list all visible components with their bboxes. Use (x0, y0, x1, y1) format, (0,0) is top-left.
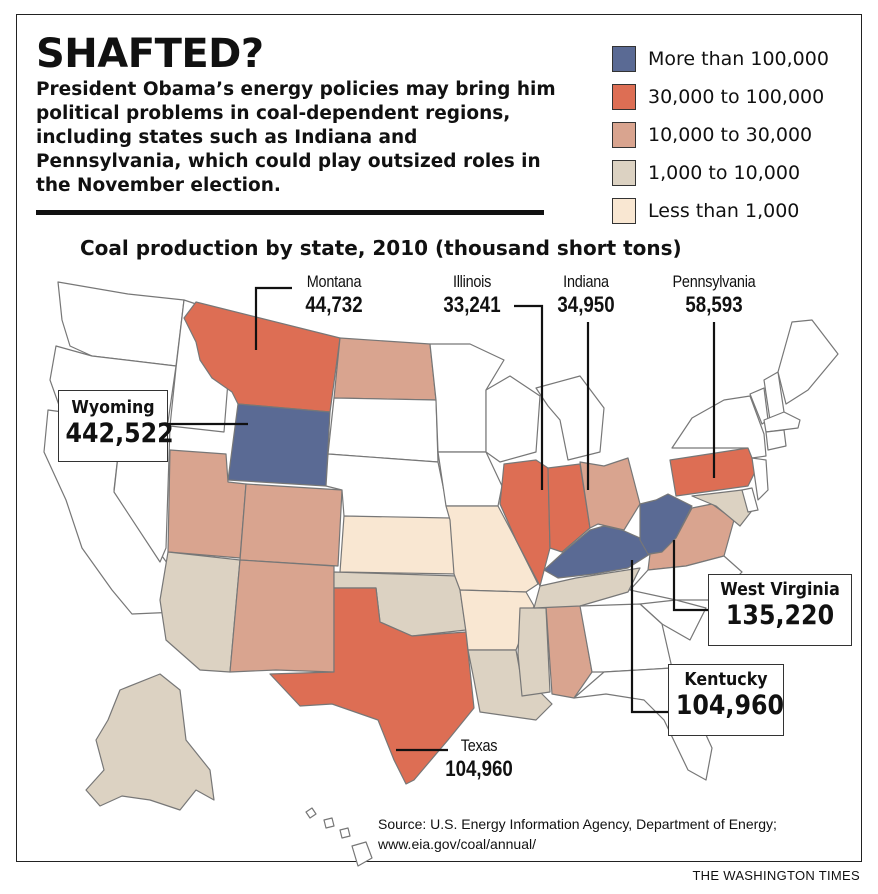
source-line-2: www.eia.gov/coal/annual/ (378, 836, 536, 852)
state-maryland (691, 489, 755, 527)
callout-name: Wyoming (71, 397, 155, 418)
state-new-york (671, 395, 767, 459)
graphic-frame (16, 14, 862, 862)
legend-label: 1,000 to 10,000 (648, 162, 801, 184)
callout-name: Texas (460, 736, 498, 755)
legend-swatch (612, 84, 636, 110)
callout-texas: Texas 104,960 (424, 736, 534, 782)
callout-name: Kentucky (684, 669, 768, 690)
legend-swatch (612, 198, 636, 224)
dek-text: President Obama’s energy policies may br… (36, 79, 556, 196)
state-nebraska (325, 453, 451, 521)
legend-swatch (612, 122, 636, 148)
leader-montana (254, 286, 292, 350)
callout-illinois: Illinois 33,241 (424, 272, 520, 318)
state-hawaii (305, 807, 373, 867)
state-connecticut (765, 429, 787, 451)
leader-west-virginia (672, 540, 714, 612)
callout-name: West Virginia (720, 579, 840, 600)
state-mississippi (517, 607, 551, 697)
callout-value: 135,220 (725, 600, 835, 631)
callout-value: 34,950 (557, 292, 615, 317)
state-colorado (239, 483, 343, 567)
state-delaware (741, 487, 759, 513)
headline-rule (36, 210, 544, 215)
state-illinois (499, 459, 551, 587)
legend-swatch (612, 46, 636, 72)
state-tennessee (533, 567, 641, 609)
state-louisiana (467, 649, 553, 721)
legend-label: Less than 1,000 (648, 200, 800, 222)
callout-box-west-virginia: West Virginia 135,220 (708, 574, 852, 646)
callout-montana: Montana 44,732 (274, 272, 394, 318)
legend-item-30000-to-100000: 30,000 to 100,000 (612, 78, 829, 116)
legend-item-less-than-1000: Less than 1,000 (612, 192, 829, 230)
credit-line: THE WASHINGTON TIMES (692, 868, 860, 883)
state-arizona (159, 551, 241, 673)
legend-swatch (612, 160, 636, 186)
state-iowa (437, 451, 503, 507)
legend: More than 100,000 30,000 to 100,000 10,0… (612, 40, 829, 230)
callout-value: 58,593 (685, 292, 743, 317)
source-line-1: Source: U.S. Energy Information Agency, … (378, 816, 777, 832)
state-kansas (339, 515, 459, 575)
headline: SHAFTED? (36, 31, 264, 77)
legend-label: 30,000 to 100,000 (648, 86, 825, 108)
state-texas (269, 587, 475, 785)
legend-item-10000-to-30000: 10,000 to 30,000 (612, 116, 829, 154)
callout-value: 104,960 (445, 756, 513, 781)
state-north-dakota (333, 337, 437, 401)
state-south-dakota (327, 397, 439, 463)
leader-kentucky (630, 560, 668, 714)
callout-value: 442,522 (65, 418, 174, 449)
state-maine (777, 319, 839, 405)
state-massachusetts (763, 411, 801, 433)
callout-pennsylvania: Pennsylvania 58,593 (652, 272, 776, 318)
callout-name: Indiana (563, 272, 609, 291)
state-wisconsin (485, 375, 541, 463)
state-wyoming (227, 403, 331, 487)
callout-name: Montana (306, 272, 362, 291)
leader-illinois (514, 304, 544, 490)
state-montana (183, 301, 341, 413)
state-new-jersey (751, 457, 769, 501)
legend-item-1000-to-10000: 1,000 to 10,000 (612, 154, 829, 192)
state-indiana (547, 463, 591, 553)
legend-item-more-than-100000: More than 100,000 (612, 40, 829, 78)
callout-box-kentucky: Kentucky 104,960 (668, 664, 784, 736)
state-new-mexico (229, 559, 335, 673)
legend-label: 10,000 to 30,000 (648, 124, 813, 146)
legend-label: More than 100,000 (648, 48, 829, 70)
callout-value: 104,960 (675, 690, 785, 721)
callout-name: Illinois (452, 272, 492, 291)
source-note: Source: U.S. Energy Information Agency, … (378, 814, 777, 854)
map-title: Coal production by state, 2010 (thousand… (80, 236, 682, 260)
state-michigan (535, 375, 605, 461)
callout-name: Pennsylvania (672, 272, 756, 291)
state-alaska (85, 673, 215, 811)
callout-indiana: Indiana 34,950 (538, 272, 634, 318)
callout-value: 44,732 (305, 292, 363, 317)
state-ohio (579, 457, 641, 531)
callout-value: 33,241 (443, 292, 501, 317)
callout-box-wyoming: Wyoming 442,522 (58, 390, 174, 462)
